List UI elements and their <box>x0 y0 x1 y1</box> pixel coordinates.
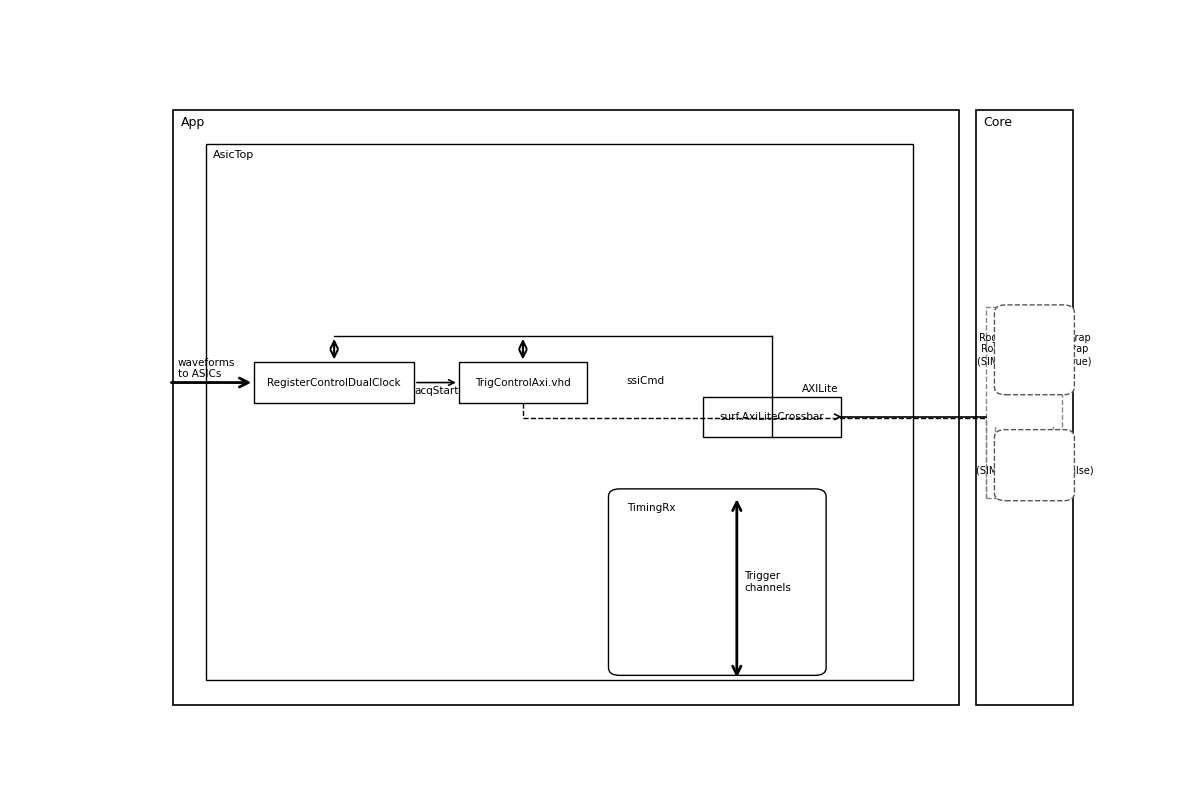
Text: TrigControlAxi.vhd: TrigControlAxi.vhd <box>475 377 571 387</box>
Bar <box>206 144 912 680</box>
Text: TimingRx: TimingRx <box>628 502 676 513</box>
Text: ssiCmd: ssiCmd <box>626 376 665 386</box>
Text: Core: Core <box>983 116 1013 129</box>
Text: AXILite: AXILite <box>802 384 839 394</box>
Text: PgpWrapper
(SIMULATION_G = false): PgpWrapper (SIMULATION_G = false) <box>976 454 1093 476</box>
Bar <box>976 109 1074 706</box>
Text: acqStart: acqStart <box>414 386 458 395</box>
Text: AsicTop: AsicTop <box>214 150 254 160</box>
FancyBboxPatch shape <box>995 429 1074 501</box>
Text: App: App <box>181 116 205 129</box>
Text: RegisterControlDualClock: RegisterControlDualClock <box>268 377 401 387</box>
Text: surf.AxiLiteCrossbar: surf.AxiLiteCrossbar <box>720 411 824 422</box>
Bar <box>458 362 587 403</box>
Bar <box>173 109 959 706</box>
Bar <box>254 362 414 403</box>
Bar <box>703 397 841 437</box>
FancyBboxPatch shape <box>995 305 1074 394</box>
Bar <box>986 307 1062 497</box>
Text: Trigger
channels: Trigger channels <box>744 571 791 593</box>
FancyBboxPatch shape <box>608 489 826 676</box>
Text: RogueTcpMemoryWrap
RogueTcpStreamWrap
(SIMULATION_G = true): RogueTcpMemoryWrap RogueTcpStreamWrap (S… <box>977 333 1092 367</box>
Text: waveforms
to ASICs: waveforms to ASICs <box>178 358 235 379</box>
